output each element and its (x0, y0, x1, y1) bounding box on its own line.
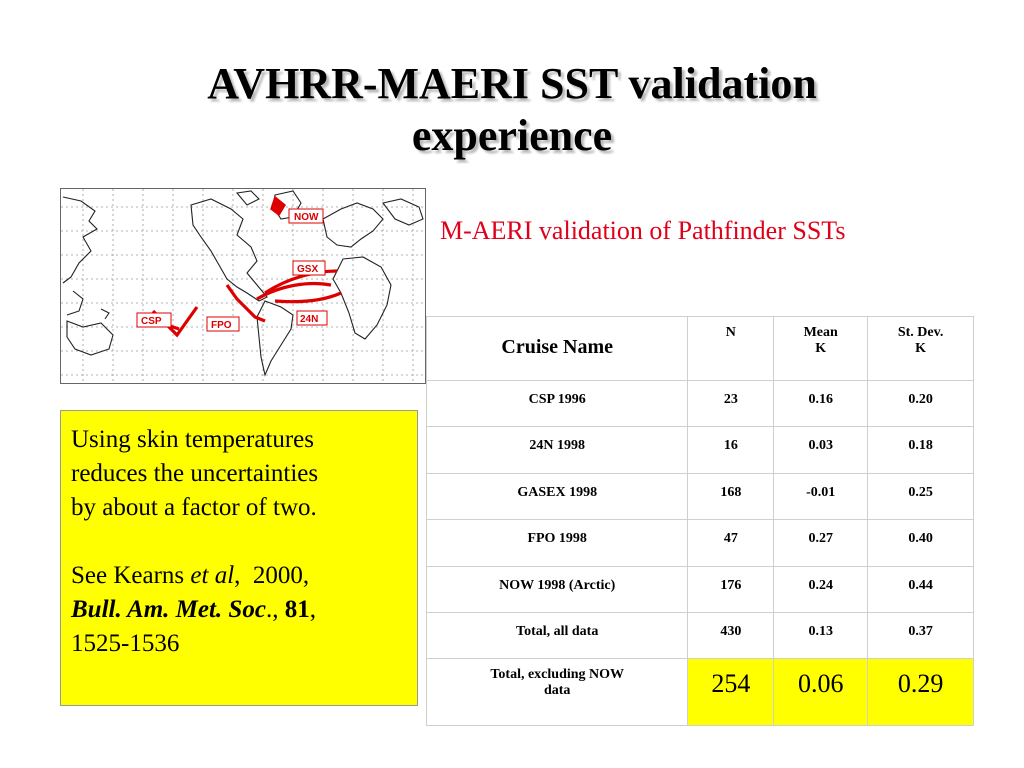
fpo-track (225, 284, 266, 323)
cell-sd: 0.44 (867, 565, 974, 614)
cell-sd: 0.40 (867, 519, 974, 567)
csp-label: CSP (141, 316, 162, 327)
header-mean-line-1: Mean (803, 325, 838, 340)
cell-n: 47 (687, 519, 775, 567)
cell-sd-highlighted: 0.29 (867, 658, 974, 726)
coastlines (62, 190, 424, 377)
ref-year: , 2000, (234, 562, 310, 589)
gasex-track (264, 269, 338, 295)
world-map-figure: NOW GSX CSP FPO 24N (61, 189, 425, 383)
table-row: 24N 1998 16 0.03 0.18 (425, 426, 974, 474)
ref-prefix: See Kearns (71, 562, 191, 589)
cruise-track-map: NOW GSX CSP FPO 24N (60, 188, 426, 384)
note-reference-line-1: See Kearns et al, 2000, (71, 559, 409, 593)
cell-n: 430 (687, 612, 775, 660)
cell-name: FPO 1998 (425, 519, 689, 567)
cell-name: GASEX 1998 (425, 472, 689, 521)
cell-mean: 0.16 (773, 379, 869, 428)
validation-table: Cruise Name N Mean K St. Dev. K CSP 1996… (425, 316, 974, 726)
table-row: CSP 1996 23 0.16 0.20 (425, 379, 974, 428)
ref-dot: ., (265, 596, 279, 623)
slide-title-line-2: experience (411, 110, 613, 160)
table-row: NOW 1998 (Arctic) 176 0.24 0.44 (425, 565, 974, 614)
cell-mean: 0.13 (773, 612, 869, 660)
note-line-2: reduces the uncertainties (71, 460, 319, 487)
note-spacer (71, 525, 409, 559)
gsx-label-frame (292, 260, 326, 276)
header-cruise-name: Cruise Name (425, 316, 689, 381)
cell-name: NOW 1998 (Arctic) (425, 565, 689, 614)
ref-volume: 81 (284, 596, 310, 623)
cell-n: 16 (687, 426, 775, 474)
header-sd-line-2: K (915, 341, 927, 356)
slide-title-line-1: AVHRR-MAERI SST validation (207, 59, 817, 108)
cell-mean: 0.03 (773, 426, 869, 474)
cell-mean-highlighted: 0.06 (773, 658, 869, 726)
header-mean: Mean K (773, 316, 869, 381)
note-line-3: by about a factor of two. (71, 494, 317, 521)
ref-journal: Bull. Am. Met. Soc (71, 596, 266, 623)
fpo-label-frame (206, 316, 240, 332)
cell-name-line-1: Total, excluding NOW (490, 667, 625, 683)
ref-et-al: et al (190, 562, 235, 589)
table-subtitle: M-AERI validation of Pathfinder SSTs (440, 216, 846, 245)
cell-name-line-2: data (543, 683, 571, 699)
cell-name: Total, excluding NOW data (425, 658, 689, 726)
table-row-total-excluding-now: Total, excluding NOW data 254 0.06 0.29 (425, 658, 974, 726)
n24-label-frame (296, 310, 328, 326)
cell-n: 176 (687, 565, 775, 614)
cell-n: 168 (687, 472, 775, 521)
now-track (270, 195, 286, 217)
table-row: FPO 1998 47 0.27 0.40 (425, 519, 974, 567)
now-label: NOW (294, 212, 319, 223)
n24-label: 24N (300, 314, 318, 325)
cell-mean: -0.01 (773, 472, 869, 521)
cell-name: CSP 1996 (425, 379, 689, 428)
csp-label-frame (136, 312, 172, 328)
cell-n-highlighted: 254 (687, 658, 775, 726)
cell-mean: 0.27 (773, 519, 869, 567)
slide-title: AVHRR-MAERI SST validation experience (0, 58, 1024, 162)
map-grid (61, 189, 425, 383)
cell-name: 24N 1998 (425, 426, 689, 474)
table-row: Total, all data 430 0.13 0.37 (425, 612, 974, 660)
header-n: N (687, 316, 775, 381)
table-header-row: Cruise Name N Mean K St. Dev. K (425, 316, 974, 381)
cell-name: Total, all data (425, 612, 689, 660)
table-row: GASEX 1998 168 -0.01 0.25 (425, 472, 974, 521)
note-reference-line-2: Bull. Am. Met. Soc., 81, (71, 593, 409, 627)
ref-comma: , (309, 596, 316, 623)
cell-mean: 0.24 (773, 565, 869, 614)
n24-track (256, 281, 332, 301)
header-mean-line-2: K (815, 341, 827, 356)
gasex-track-2 (274, 291, 342, 304)
header-sd: St. Dev. K (867, 316, 974, 381)
cell-sd: 0.20 (867, 379, 974, 428)
cell-sd: 0.18 (867, 426, 974, 474)
cell-sd: 0.25 (867, 472, 974, 521)
header-sd-line-1: St. Dev. (897, 325, 944, 340)
cell-sd: 0.37 (867, 612, 974, 660)
now-label-frame (288, 208, 324, 224)
gsx-label: GSX (297, 264, 318, 275)
note-reference-pages: 1525-1536 (71, 630, 180, 657)
note-box: Using skin temperatures reduces the unce… (60, 410, 418, 706)
cell-n: 23 (687, 379, 775, 428)
fpo-label: FPO (211, 320, 232, 331)
note-line-1: Using skin temperatures (71, 426, 315, 453)
